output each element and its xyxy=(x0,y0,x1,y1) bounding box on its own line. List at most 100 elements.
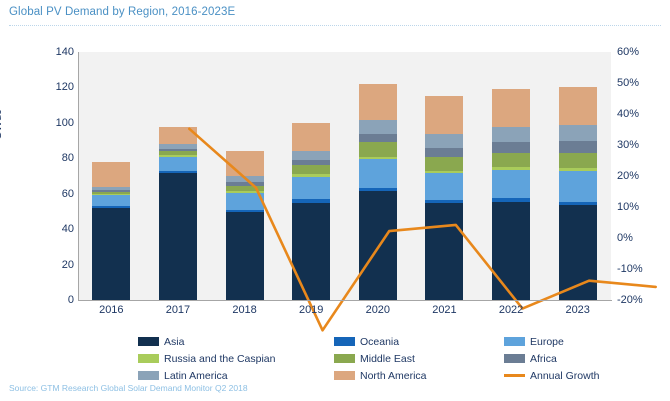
bar-segment[interactable] xyxy=(425,199,464,204)
legend-item[interactable]: Annual Growth xyxy=(504,370,654,382)
bar-segment[interactable] xyxy=(558,201,597,206)
bar-segment[interactable] xyxy=(92,191,131,194)
bar-segment[interactable] xyxy=(292,174,331,177)
bar-segment[interactable] xyxy=(358,156,397,160)
bar-stack[interactable] xyxy=(358,83,397,300)
legend-item-label: Russia and the Caspian xyxy=(164,352,276,365)
bar-segment[interactable] xyxy=(225,212,264,300)
bar-segment[interactable] xyxy=(558,124,597,142)
bar-segment[interactable] xyxy=(292,122,331,152)
bar-segment[interactable] xyxy=(225,151,264,176)
bar-segment[interactable] xyxy=(292,151,331,161)
bar-segment[interactable] xyxy=(358,187,397,192)
legend-item[interactable]: Asia xyxy=(138,336,334,348)
bar-segment[interactable] xyxy=(425,173,464,200)
title-divider xyxy=(9,25,661,26)
bar-segment[interactable] xyxy=(292,176,331,200)
bar-stack[interactable] xyxy=(558,87,597,300)
legend-item[interactable]: North America xyxy=(334,370,504,382)
bar-segment[interactable] xyxy=(425,147,464,158)
bar-segment[interactable] xyxy=(158,151,197,155)
bar-segment[interactable] xyxy=(158,173,197,300)
bar-segment[interactable] xyxy=(492,89,531,128)
bar-stack[interactable] xyxy=(225,151,264,300)
bar-segment[interactable] xyxy=(492,169,531,199)
legend-item[interactable]: Africa xyxy=(504,353,654,365)
bar-segment[interactable] xyxy=(292,199,331,203)
legend-item[interactable]: Latin America xyxy=(138,370,334,382)
bar-segment[interactable] xyxy=(358,191,397,300)
bar-segment[interactable] xyxy=(358,142,397,157)
bar-segment[interactable] xyxy=(292,165,331,175)
bar-segment[interactable] xyxy=(225,209,264,213)
legend-item-label: North America xyxy=(360,369,427,382)
bar-segment[interactable] xyxy=(292,160,331,166)
bar-stack[interactable] xyxy=(158,127,197,300)
legend-item[interactable]: Europe xyxy=(504,336,654,348)
bar-stack[interactable] xyxy=(292,122,331,300)
legend-item[interactable]: Oceania xyxy=(334,336,504,348)
bar-segment[interactable] xyxy=(425,133,464,148)
bar-segment[interactable] xyxy=(225,185,264,192)
y-axis-left-ticks: 0 20 40 60 80 100 120 140 xyxy=(34,46,74,306)
bar-segment[interactable] xyxy=(158,127,197,145)
y2-axis-tick-label: 0% xyxy=(617,232,633,244)
bar-segment[interactable] xyxy=(358,159,397,188)
bar-segment[interactable] xyxy=(92,206,131,208)
bar-segment[interactable] xyxy=(92,194,131,207)
legend-item-label: Oceania xyxy=(360,335,400,348)
bar-segment[interactable] xyxy=(225,191,264,193)
y2-axis-tick-label: -10% xyxy=(617,263,643,275)
bar-segment[interactable] xyxy=(425,96,464,134)
bar-segment[interactable] xyxy=(225,182,264,186)
bar-segment[interactable] xyxy=(425,203,464,300)
y2-axis-tick-label: 30% xyxy=(617,139,640,151)
legend-item[interactable]: Russia and the Caspian xyxy=(138,353,334,365)
bar-segment[interactable] xyxy=(492,153,531,168)
bar-segment[interactable] xyxy=(292,202,331,300)
bar-segment[interactable] xyxy=(425,157,464,171)
bar-segment[interactable] xyxy=(558,152,597,169)
bar-segment[interactable] xyxy=(92,207,131,300)
bar-segment[interactable] xyxy=(92,190,131,192)
bar-segment[interactable] xyxy=(158,144,197,149)
bar-segment[interactable] xyxy=(92,161,131,187)
bar-segment[interactable] xyxy=(158,170,197,174)
bar-segment[interactable] xyxy=(158,156,197,171)
bar-stack[interactable] xyxy=(92,161,131,300)
legend-swatch-icon xyxy=(334,371,355,380)
bar-segment[interactable] xyxy=(358,83,397,121)
bar-segment[interactable] xyxy=(492,142,531,153)
bar-segment[interactable] xyxy=(92,193,131,195)
bar-segment[interactable] xyxy=(358,120,397,134)
y-axis-tick-label: 140 xyxy=(55,46,74,58)
legend-item[interactable]: Middle East xyxy=(334,353,504,365)
x-axis-ticks: 2016 2017 2018 2019 2020 2021 2022 2023 xyxy=(78,304,611,322)
bar-segment[interactable] xyxy=(158,154,197,157)
bar-segment[interactable] xyxy=(225,192,264,210)
legend-item-label: Africa xyxy=(530,352,557,365)
bar-segment[interactable] xyxy=(492,167,531,170)
legend-swatch-icon xyxy=(334,354,355,363)
legend-item-label: Asia xyxy=(164,335,185,348)
bar-segment[interactable] xyxy=(558,141,597,153)
legend-item-label: Europe xyxy=(530,335,564,348)
bar-segment[interactable] xyxy=(492,127,531,143)
bar-segment[interactable] xyxy=(558,168,597,171)
bar-segment[interactable] xyxy=(558,170,597,202)
y-axis-tick-label: 40 xyxy=(61,223,74,236)
bar-segment[interactable] xyxy=(358,133,397,143)
bar-stack[interactable] xyxy=(492,89,531,300)
bar-segment[interactable] xyxy=(92,186,131,191)
x-axis-tick-label: 2019 xyxy=(298,304,324,316)
x-axis-tick-label: 2020 xyxy=(365,304,391,316)
bar-segment[interactable] xyxy=(492,201,531,300)
y-axis-tick-label: 100 xyxy=(55,116,74,129)
bar-segment[interactable] xyxy=(558,87,597,125)
bar-stack[interactable] xyxy=(425,96,464,300)
x-axis-tick-label: 2021 xyxy=(432,304,457,316)
bar-segment[interactable] xyxy=(492,198,531,202)
bar-segment[interactable] xyxy=(158,148,197,152)
bar-segment[interactable] xyxy=(425,170,464,174)
